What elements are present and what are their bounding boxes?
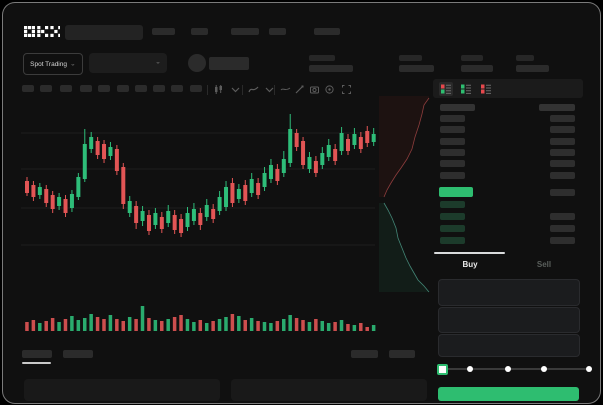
slider-handle[interactable]	[437, 364, 448, 375]
wave-icon[interactable]	[280, 84, 291, 95]
ask-row-price[interactable]	[440, 160, 465, 167]
stat-value-placeholder-1	[309, 65, 353, 72]
toolbar-separator	[274, 85, 275, 95]
nav-item-placeholder-4[interactable]	[269, 28, 286, 35]
stat-value-placeholder-2	[399, 65, 434, 72]
toolbar-button-placeholder-6[interactable]	[117, 85, 129, 92]
stat-value-placeholder-4	[516, 65, 549, 72]
order-input-2[interactable]	[438, 307, 580, 333]
bottom-panel-right	[231, 379, 427, 401]
bid-row-amount	[550, 225, 575, 232]
pair-name-placeholder	[209, 57, 249, 70]
stat-label-placeholder-3	[461, 55, 483, 61]
ask-row-price[interactable]	[440, 115, 465, 122]
chevron-down-icon: ⌄	[69, 61, 76, 67]
chevron-down-icon: ⌄	[155, 59, 161, 66]
nav-item-placeholder-5[interactable]	[314, 28, 340, 35]
stat-label-placeholder-2	[399, 55, 422, 61]
candlestick-chart	[21, 96, 430, 331]
ask-row-price[interactable]	[440, 126, 465, 133]
bottom-right-control-2[interactable]	[389, 350, 415, 358]
bid-row-price[interactable]	[440, 237, 465, 244]
amount-slider[interactable]	[441, 368, 589, 370]
buy-order-button[interactable]	[438, 387, 579, 401]
bid-row-amount	[550, 237, 575, 244]
toolbar-button-placeholder-7[interactable]	[135, 85, 147, 92]
last-price-amount	[550, 189, 575, 196]
orderbook-price-header	[440, 104, 475, 111]
bid-row-price[interactable]	[440, 201, 465, 208]
toolbar-separator	[207, 85, 208, 95]
bid-row-price[interactable]	[440, 225, 465, 232]
chevron-down-icon[interactable]	[264, 84, 275, 95]
stat-value-placeholder-3	[461, 65, 493, 72]
market-type-label: Spot Trading	[30, 60, 67, 68]
tab-buy[interactable]: Buy	[462, 259, 478, 269]
nav-item-placeholder-1[interactable]	[152, 28, 175, 35]
toolbar-button-placeholder-10[interactable]	[190, 85, 202, 92]
book-asks-icon[interactable]	[479, 82, 493, 96]
indicator-icon[interactable]	[248, 84, 259, 95]
ask-row-amount	[550, 160, 575, 167]
bottom-right-control-1[interactable]	[351, 350, 378, 358]
stat-label-placeholder-1	[309, 55, 335, 61]
pair-selector[interactable]: ⌄	[89, 53, 167, 73]
toolbar-separator	[242, 85, 243, 95]
ask-row-amount	[550, 115, 575, 122]
bid-row-amount	[550, 213, 575, 220]
draw-icon[interactable]	[294, 84, 305, 95]
stat-label-placeholder-4	[516, 55, 534, 61]
search-input[interactable]	[65, 25, 143, 40]
okx-logo[interactable]	[24, 26, 60, 38]
chevron-down-icon[interactable]	[230, 84, 241, 95]
orderbook-toolbar	[433, 79, 583, 98]
slider-stop-4[interactable]	[541, 366, 547, 372]
nav-item-placeholder-2[interactable]	[191, 28, 208, 35]
order-input-1[interactable]	[438, 279, 580, 306]
camera-icon[interactable]	[309, 84, 320, 95]
settings-icon[interactable]	[324, 84, 335, 95]
ask-row-amount	[550, 172, 575, 179]
fullscreen-icon[interactable]	[341, 84, 352, 95]
slider-stop-2[interactable]	[467, 366, 473, 372]
ask-row-amount	[550, 138, 575, 145]
ask-row-price[interactable]	[440, 138, 465, 145]
order-input-3[interactable]	[438, 334, 580, 357]
slider-stop-3[interactable]	[505, 366, 511, 372]
toolbar-button-placeholder-5[interactable]	[98, 85, 110, 92]
bottom-tab-indicator	[22, 362, 51, 364]
ask-row-price[interactable]	[440, 172, 465, 179]
toolbar-button-placeholder-3[interactable]	[60, 85, 72, 92]
orderbook-amount-header	[539, 104, 575, 111]
toolbar-button-placeholder-1[interactable]	[22, 85, 34, 92]
toolbar-button-placeholder-4[interactable]	[80, 85, 92, 92]
book-both-icon[interactable]	[439, 82, 453, 96]
tab-sell[interactable]: Sell	[536, 259, 552, 269]
toolbar-button-placeholder-2[interactable]	[40, 85, 52, 92]
coin-icon	[188, 54, 206, 72]
candles-icon[interactable]	[213, 84, 224, 95]
bottom-tab-1[interactable]	[22, 350, 52, 358]
slider-stop-5[interactable]	[586, 366, 592, 372]
bid-row-price[interactable]	[440, 213, 465, 220]
toolbar-button-placeholder-9[interactable]	[171, 85, 183, 92]
ask-row-amount	[550, 149, 575, 156]
ask-row-amount	[550, 126, 575, 133]
ask-row-price[interactable]	[440, 149, 465, 156]
toolbar-button-placeholder-8[interactable]	[153, 85, 165, 92]
book-bids-icon[interactable]	[459, 82, 473, 96]
market-type-selector[interactable]: Spot Trading ⌄	[23, 53, 83, 75]
buy-tab-indicator	[434, 252, 505, 254]
last-price-highlight[interactable]	[439, 187, 473, 197]
bottom-tab-2[interactable]	[63, 350, 93, 358]
bottom-panel-left	[24, 379, 220, 401]
nav-item-placeholder-3[interactable]	[231, 28, 259, 35]
